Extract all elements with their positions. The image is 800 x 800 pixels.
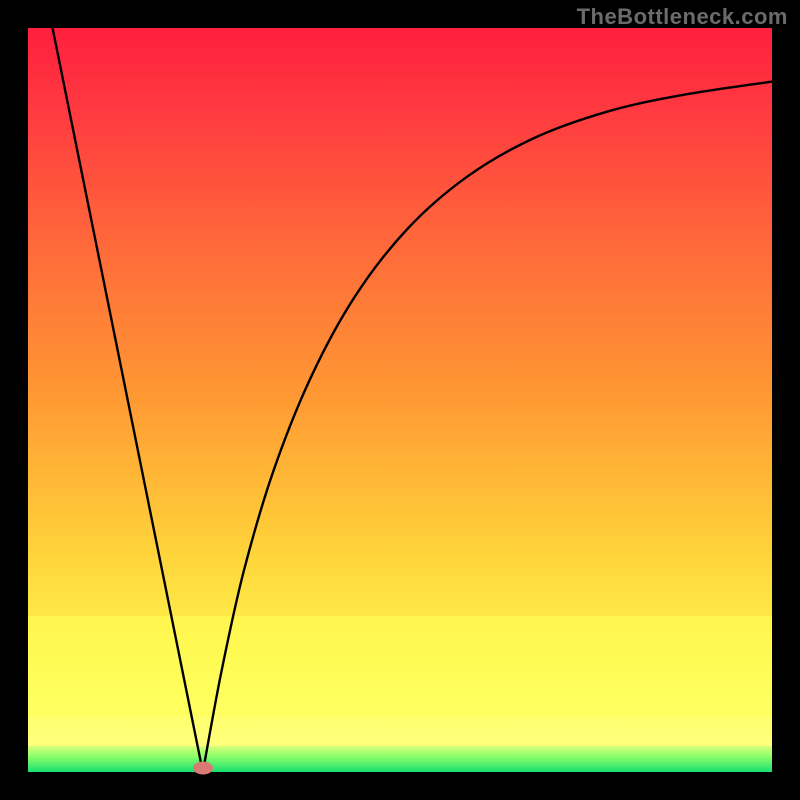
chart-frame: TheBottleneck.com: [0, 0, 800, 800]
plot-area: [28, 28, 772, 772]
bottleneck-curve: [28, 28, 772, 772]
watermark-text: TheBottleneck.com: [577, 4, 788, 30]
minimum-point-marker: [193, 762, 213, 775]
curve-path: [53, 28, 772, 772]
